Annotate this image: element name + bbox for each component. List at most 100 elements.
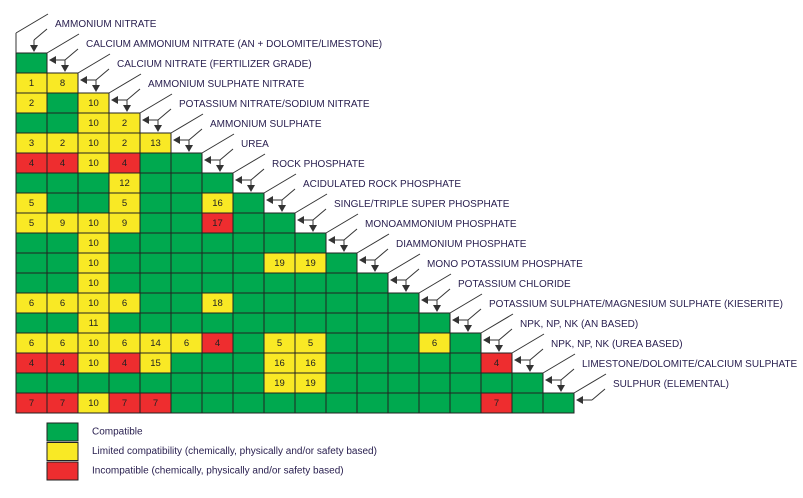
leader-line (480, 313, 514, 334)
matrix-cell (232, 392, 265, 414)
product-label: MONOAMMONIUM PHOSPHATE (365, 219, 517, 230)
cell-note-number: 1 (29, 78, 34, 89)
cell-note-number: 6 (122, 338, 127, 349)
matrix-cell (170, 152, 203, 174)
legend-swatch (46, 422, 79, 442)
matrix-cell (232, 352, 265, 374)
leader-line (591, 388, 606, 401)
matrix-cell (139, 312, 172, 334)
leader-line (343, 228, 358, 241)
matrix-cell (356, 272, 389, 294)
product-label: NPK, NP, NK (AN BASED) (520, 319, 638, 330)
product-label: CALCIUM NITRATE (FERTILIZER GRADE) (117, 59, 312, 70)
cell-note-number: 9 (122, 218, 127, 229)
matrix-cell (356, 312, 389, 334)
matrix-cell (387, 352, 420, 374)
cell-note-number: 2 (29, 98, 34, 109)
cell-note-number: 10 (88, 138, 99, 149)
matrix-cell (387, 312, 420, 334)
matrix-cell (232, 292, 265, 314)
product-label: POTASSIUM CHLORIDE (458, 279, 571, 290)
cell-note-number: 12 (119, 178, 130, 189)
matrix-cell (480, 372, 513, 394)
matrix-cell (139, 372, 172, 394)
product-label: POTASSIUM NITRATE/SODIUM NITRATE (179, 99, 370, 110)
cell-note-number: 4 (29, 358, 34, 369)
leader-line (511, 333, 545, 354)
matrix-cell (46, 172, 79, 194)
matrix-cell (139, 252, 172, 274)
matrix-cell (449, 352, 482, 374)
product-label: ACIDULATED ROCK PHOSPHATE (303, 179, 461, 190)
product-label: DIAMMONIUM PHOSPHATE (396, 239, 527, 250)
matrix-cell (46, 192, 79, 214)
leader-line (436, 288, 451, 301)
cell-note-number: 18 (212, 298, 223, 309)
matrix-cell (356, 372, 389, 394)
matrix-cell (418, 312, 451, 334)
leader-line (560, 368, 575, 381)
matrix-cell (263, 212, 296, 234)
leader-line (15, 13, 49, 34)
matrix-cell (170, 212, 203, 234)
cell-note-number: 10 (88, 218, 99, 229)
matrix-cell (325, 312, 358, 334)
matrix-cell (108, 372, 141, 394)
cell-note-number: 17 (212, 218, 223, 229)
leader-line (325, 213, 359, 234)
cell-note-number: 10 (88, 298, 99, 309)
cell-note-number: 4 (60, 358, 65, 369)
matrix-cell (511, 392, 544, 414)
matrix-cell (170, 252, 203, 274)
matrix-cell (325, 292, 358, 314)
matrix-cell (15, 252, 48, 274)
matrix-cell (232, 252, 265, 274)
leader-line (573, 373, 607, 394)
matrix-cell (232, 212, 265, 234)
cell-note-number: 5 (29, 218, 34, 229)
matrix-cell (170, 312, 203, 334)
product-label: AMMONIUM SULPHATE NITRATE (148, 79, 305, 90)
product-label: LIMESTONE/DOLOMITE/CALCIUM SULPHATE (582, 359, 798, 370)
matrix-cell (356, 292, 389, 314)
matrix-cell (201, 372, 234, 394)
cell-note-number: 16 (212, 198, 223, 209)
matrix-cell (201, 352, 234, 374)
matrix-cell (46, 312, 79, 334)
cell-note-number: 10 (88, 338, 99, 349)
cell-note-number: 5 (122, 198, 127, 209)
leader-line (250, 168, 265, 181)
matrix-cell (356, 392, 389, 414)
leader-line (108, 73, 142, 94)
matrix-cell (263, 272, 296, 294)
cell-note-number: 6 (29, 338, 34, 349)
matrix-cell (201, 312, 234, 334)
matrix-cell (139, 152, 172, 174)
cell-note-number: 13 (150, 138, 161, 149)
legend: Compatible Limited compatibility (chemica… (46, 422, 377, 481)
product-label: ROCK PHOSPHATE (272, 159, 365, 170)
matrix-cell (263, 312, 296, 334)
leader-line (467, 308, 482, 321)
legend-label: Incompatible (chemically, physically and… (92, 466, 344, 477)
product-labels: AMMONIUM NITRATE CALCIUM AMMONIUM NITRATE… (55, 19, 798, 390)
matrix-cell (232, 232, 265, 254)
leader-line (263, 173, 297, 194)
cell-note-number: 10 (88, 358, 99, 369)
leader-line (33, 28, 48, 41)
cell-note-number: 7 (122, 398, 127, 409)
matrix-cell (108, 232, 141, 254)
cell-note-number: 7 (153, 398, 158, 409)
leader-line (374, 248, 389, 261)
matrix-cell (170, 352, 203, 374)
matrix-cell (170, 192, 203, 214)
cell-note-number: 16 (274, 358, 285, 369)
cell-note-number: 4 (122, 158, 127, 169)
matrix-cell (170, 172, 203, 194)
cell-note-number: 16 (305, 358, 316, 369)
leader-line (232, 153, 266, 174)
matrix-cell (15, 372, 48, 394)
cell-note-number: 4 (215, 338, 220, 349)
matrix-cell (170, 392, 203, 414)
